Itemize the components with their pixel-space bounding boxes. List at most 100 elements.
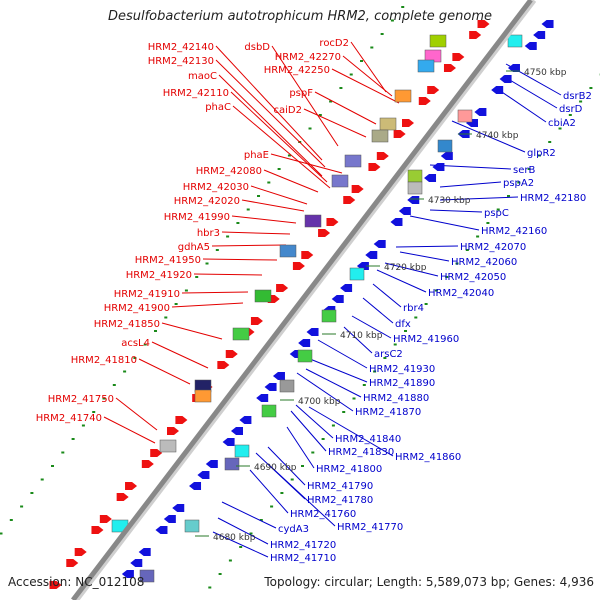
forward-gene-arrow [166,427,179,435]
reverse-gene-leader [267,463,336,527]
forward-gene-label: hbr3 [197,228,220,239]
cog-category-box [279,244,297,258]
reverse-gene-leader [439,181,502,188]
tick-mark [259,519,263,521]
tick-mark [195,276,199,278]
reverse-gene-label: HRM2_41830 [328,447,394,458]
tick-mark [476,235,480,238]
forward-gene-label: HRM2_41740 [36,413,102,424]
reverse-gene-label: HRM2_42040 [428,288,494,299]
tick-mark [401,6,405,8]
reverse-gene-leader [267,446,306,486]
reverse-gene-label: dsrB2 [563,91,592,102]
reverse-gene-leader [308,406,394,457]
forward-gene-label: pspF [289,88,313,99]
forward-gene-label: phaE [244,150,269,161]
reverse-gene-arrow [474,108,487,116]
reverse-gene-label: serB [513,165,535,176]
reverse-gene-arrow [541,20,554,28]
cog-category-box [224,457,240,471]
tick-mark [174,303,178,305]
reverse-gene-label: HRM2_41800 [316,464,382,475]
forward-gene-label: HRM2_42250 [264,65,330,76]
forward-gene-arrow [125,482,138,490]
tick-mark [9,519,13,521]
tick-mark [61,451,65,454]
reverse-gene-arrow [130,559,143,567]
cog-category-box [394,89,412,103]
reverse-gene-label: HRM2_41790 [307,481,373,492]
forward-gene-label: HRM2_42030 [183,182,249,193]
forward-gene-label: caiD2 [274,105,302,116]
forward-gene-arrow [376,152,389,160]
tick-mark [239,546,243,548]
tick-mark [236,222,240,224]
forward-gene-arrow [351,185,364,193]
tick-mark [228,559,232,562]
tick-mark [30,492,34,494]
reverse-gene-label: cydA3 [278,524,309,535]
reverse-gene-leader [317,339,368,369]
reverse-gene-label: cbiA2 [548,118,576,129]
reverse-gene-label: HRM2_41870 [355,407,421,418]
tick-mark [123,370,127,373]
tick-mark [280,492,284,494]
forward-gene-leader [241,199,305,212]
forward-gene-label: HRM2_41900 [104,303,170,314]
reverse-gene-arrow [239,416,252,424]
tick-mark [287,154,291,157]
forward-gene-arrow [301,251,314,259]
cog-category-box [321,309,337,323]
forward-gene-leader [138,358,191,385]
reverse-gene-arrow [230,427,243,435]
cog-category-box [194,389,212,403]
forward-gene-leader [342,55,393,97]
forward-gene-arrow [326,218,339,226]
forward-gene-label: HRM2_42020 [174,196,240,207]
cog-category-box [429,34,447,48]
forward-gene-arrow [175,416,188,424]
reverse-gene-leader [221,501,277,529]
reverse-gene-label: HRM2_41770 [337,522,403,533]
tick-mark [143,343,147,346]
forward-gene-leader [263,169,319,193]
tick-mark [112,384,116,386]
forward-gene-arrow [99,515,112,523]
forward-gene-label: HRM2_41910 [114,289,180,300]
forward-gene-arrow [477,20,490,28]
tick-mark [40,478,44,481]
tick-mark [318,114,322,116]
gene-labels: HRM2_42140 HRM2_42130 dsbD rocD2 HRM2_42270 H… [36,38,592,564]
scale-label: 4720 kbp [384,263,427,273]
tick-mark [349,73,353,76]
reverse-gene-label: dsrD [559,104,583,115]
reverse-gene-label: HRM2_41710 [270,553,336,564]
cog-category-box [304,214,322,228]
scale-label: 4690 kbp [254,463,297,473]
reverse-gene-label: HRM2_42160 [481,226,547,237]
tick-mark [218,573,222,575]
reverse-gene-arrow [390,218,403,226]
forward-gene-leader [221,231,291,235]
forward-gene-label: HRM2_42270 [275,52,341,63]
forward-gene-leader [271,45,339,147]
reverse-gene-arrow [407,196,420,204]
forward-gene-leader [218,74,323,177]
reverse-gene-label: pspC [484,208,509,219]
tick-mark [226,235,230,238]
forward-gene-leader [215,59,326,168]
reverse-gene-arrow [424,174,437,182]
forward-gene-leader [232,105,331,189]
forward-gene-leader [215,45,323,161]
tick-mark [383,357,387,359]
tick-mark [51,465,55,467]
forward-gene-label: HRM2_41750 [48,394,114,405]
tick-mark [290,478,294,481]
tick-mark [71,438,75,440]
cog-category-box [254,289,272,303]
forward-gene-arrow [91,526,104,534]
reverse-gene-arrow [524,42,537,50]
tick-mark [92,411,96,413]
reverse-gene-leader [295,404,334,439]
